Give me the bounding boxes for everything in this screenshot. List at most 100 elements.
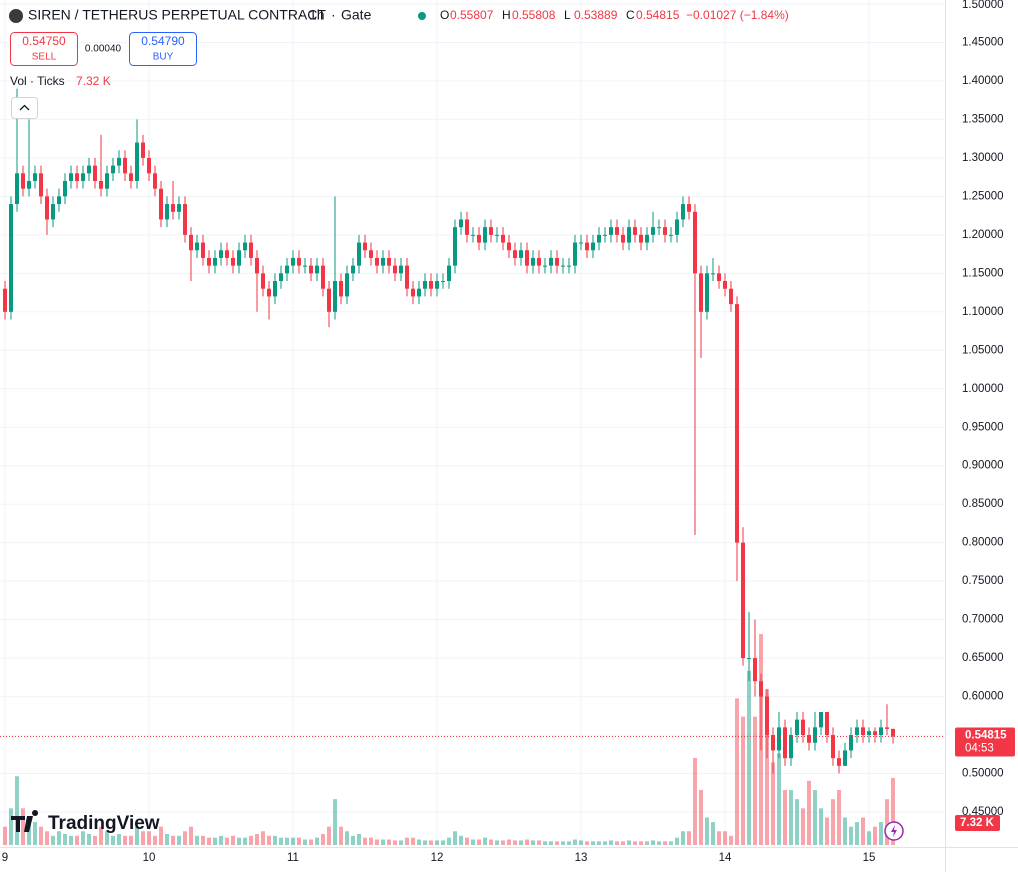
candle-body — [675, 219, 679, 235]
volume-bar — [627, 840, 631, 845]
volume-bar — [219, 835, 223, 845]
y-tick-label: 0.80000 — [962, 537, 1004, 549]
volume-bar — [729, 835, 733, 845]
volume-bar — [351, 835, 355, 845]
legend-key: O — [440, 8, 449, 22]
candle-body — [45, 196, 49, 220]
alert-icon — [891, 825, 897, 837]
candle-body — [723, 281, 727, 289]
candle-body — [417, 288, 421, 297]
candle-body — [591, 242, 595, 251]
y-tick-label: 1.50000 — [962, 0, 1004, 11]
volume-bar — [687, 831, 691, 845]
candle-body — [111, 165, 115, 174]
volume-bar — [117, 834, 121, 845]
candle-body — [267, 288, 271, 297]
separator: · — [299, 7, 304, 23]
collapse-icon — [19, 104, 30, 111]
candle-body — [279, 273, 283, 282]
volume-bar — [345, 831, 349, 845]
volume-bar — [3, 826, 7, 845]
candle-body — [153, 173, 157, 189]
volume-bar — [573, 839, 577, 845]
candle-body — [285, 265, 289, 274]
volume-bar — [153, 835, 157, 845]
brand-icon — [11, 810, 39, 832]
candle-body — [159, 188, 163, 220]
candle-body — [687, 204, 691, 212]
volume-bar — [51, 835, 55, 845]
candle-body — [303, 265, 307, 267]
candle-body — [387, 257, 391, 266]
volume-bar — [207, 837, 211, 845]
volume-bar — [285, 837, 289, 845]
candle-body — [351, 265, 355, 274]
sell-price: 0.54750 — [22, 34, 66, 48]
legend-key: L — [564, 8, 571, 22]
candle-body — [765, 696, 769, 736]
volume-bar — [825, 817, 829, 845]
volume-bar — [429, 840, 433, 845]
x-tick-label: 12 — [431, 852, 444, 864]
candle-body — [711, 273, 715, 275]
volume-bar — [813, 790, 817, 845]
candle-body — [669, 234, 673, 236]
candle-body — [123, 157, 127, 174]
volume-bar — [291, 837, 295, 845]
y-tick-label: 1.15000 — [962, 267, 1004, 279]
x-tick-label: 14 — [719, 852, 732, 864]
y-tick-label: 0.75000 — [962, 575, 1004, 587]
volume-bar — [477, 839, 481, 845]
candle-body — [201, 242, 205, 258]
volume-bar — [621, 841, 625, 845]
buy-button[interactable] — [129, 32, 197, 66]
candle-body — [135, 142, 139, 181]
volume-bar — [819, 808, 823, 845]
candle-body — [849, 735, 853, 751]
buy-label: BUY — [153, 52, 174, 63]
candle-body — [801, 719, 805, 736]
candle-body — [741, 542, 745, 659]
y-tick-label: 0.90000 — [962, 460, 1004, 472]
legend-change: −0.01027 (−1.84%) — [686, 8, 789, 22]
last-price: 0.54815 — [965, 730, 1007, 742]
volume-bar — [453, 831, 457, 845]
volume-bar — [303, 839, 307, 845]
volume-bar — [801, 808, 805, 845]
candle-body — [771, 735, 775, 751]
candle-body — [207, 257, 211, 266]
price-pane — [0, 88, 945, 774]
candle-body — [213, 257, 217, 266]
candle-body — [873, 731, 877, 736]
volume-bar — [711, 822, 715, 845]
candle-body — [609, 227, 613, 235]
candle-body — [519, 250, 523, 258]
volume-bar — [495, 840, 499, 845]
sell-button[interactable] — [10, 32, 78, 66]
exchange: Gate — [341, 7, 372, 23]
volume-bar — [519, 840, 523, 845]
volume-bar — [81, 831, 85, 845]
volume-bar — [405, 837, 409, 845]
candle-body — [225, 250, 229, 258]
volume-bar — [381, 839, 385, 845]
candle-body — [681, 204, 685, 220]
volume-bar — [237, 837, 241, 845]
volume-bar — [255, 834, 259, 845]
volume-bar — [807, 780, 811, 845]
volume-bar — [123, 835, 127, 845]
collapse-button[interactable] — [11, 97, 38, 119]
y-tick-label: 1.05000 — [962, 344, 1004, 356]
volume-bar — [147, 831, 151, 845]
candle-body — [579, 242, 583, 244]
candle-body — [855, 727, 859, 736]
candle-body — [621, 234, 625, 243]
volume-bar — [789, 790, 793, 845]
volume-bar — [69, 835, 73, 845]
legend-value: 0.55808 — [512, 8, 556, 22]
volume-bar — [195, 835, 199, 845]
candle-body — [477, 234, 481, 243]
y-tick-label: 0.65000 — [962, 652, 1004, 664]
candle-body — [339, 281, 343, 297]
volume-bar — [177, 835, 181, 845]
